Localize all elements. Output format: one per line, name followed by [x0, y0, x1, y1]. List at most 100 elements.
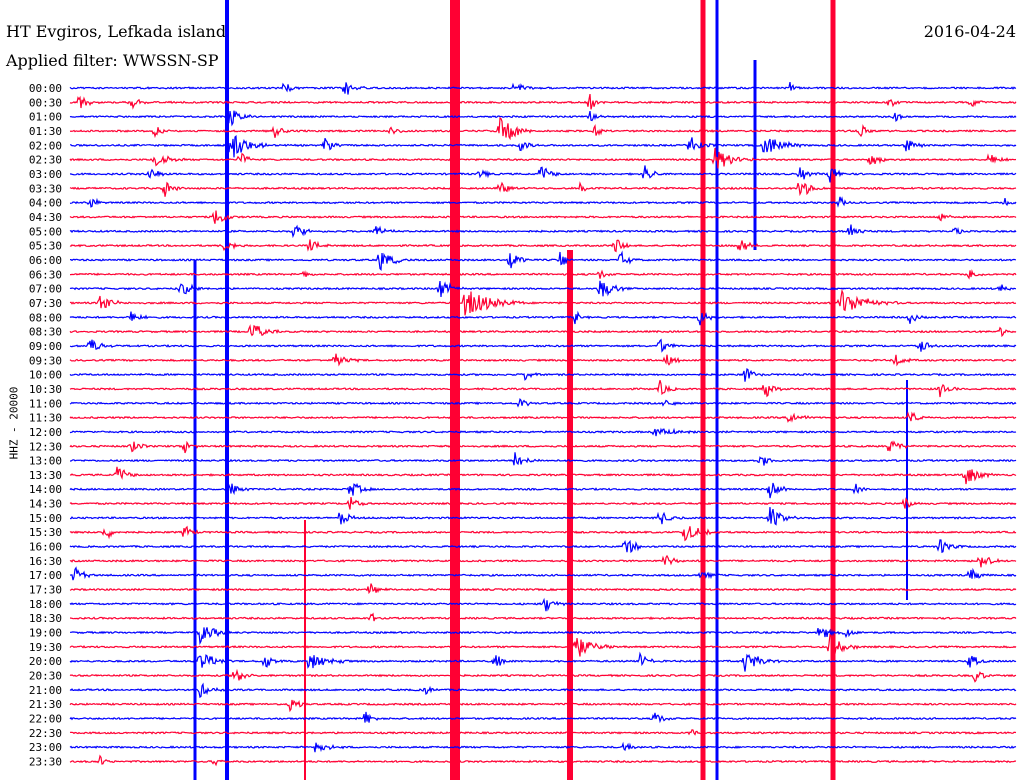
trace-row	[69, 210, 1017, 224]
trace-row	[69, 338, 1017, 353]
row-time-label: 18:30	[29, 612, 62, 625]
trace-row	[70, 250, 1017, 271]
row-time-label: 17:00	[29, 569, 62, 582]
row-time-label: 04:00	[29, 197, 62, 210]
row-time-label: 05:00	[29, 225, 62, 238]
trace-row	[69, 196, 1017, 208]
row-time-label: 11:30	[29, 412, 62, 425]
trace-row	[69, 427, 1017, 437]
trace-row	[70, 135, 1017, 158]
row-time-label: 18:00	[29, 598, 62, 611]
trace-row	[69, 482, 1017, 499]
filter-label: Applied filter: WWSSN-SP	[6, 51, 219, 70]
event-burst-1	[567, 250, 573, 780]
trace-row	[69, 181, 1017, 197]
trace-row	[69, 411, 1017, 423]
row-time-label: 14:00	[29, 483, 62, 496]
row-time-label: 00:00	[29, 82, 62, 95]
trace-row	[70, 452, 1017, 466]
row-time-label: 23:30	[29, 756, 62, 769]
row-time-label: 19:30	[29, 641, 62, 654]
trace-row	[69, 466, 1017, 485]
trace-row	[69, 280, 1017, 297]
row-time-label: 02:00	[29, 139, 62, 152]
row-time-label: 03:30	[29, 182, 62, 195]
row-time-label: 13:00	[29, 455, 62, 468]
row-time-label: 13:30	[29, 469, 62, 482]
row-time-label: 08:30	[29, 326, 62, 339]
row-time-label: 01:00	[29, 111, 62, 124]
row-time-label: 21:30	[29, 698, 62, 711]
row-time-label: 16:00	[29, 541, 62, 554]
row-time-label: 05:30	[29, 240, 62, 253]
row-time-label: 19:00	[29, 627, 62, 640]
row-time-label: 15:00	[29, 512, 62, 525]
date-label: 2016-04-24	[923, 22, 1016, 41]
row-time-label: 12:00	[29, 426, 62, 439]
trace-row	[69, 729, 1017, 736]
trace-row	[69, 324, 1017, 338]
row-time-label: 22:00	[29, 713, 62, 726]
trace-row	[69, 147, 1017, 169]
row-time-label: 02:30	[29, 154, 62, 167]
station-title: HT Evgiros, Lefkada island	[6, 22, 227, 41]
row-time-label: 20:00	[29, 655, 62, 668]
trace-row	[69, 110, 1017, 127]
trace-row	[69, 440, 1017, 454]
row-time-label: 09:00	[29, 340, 62, 353]
event-burst-3	[700, 0, 706, 780]
trace-row	[69, 224, 1017, 239]
trace-row	[69, 566, 1017, 581]
event-burst-0	[450, 0, 460, 780]
trace-row	[69, 310, 1017, 326]
row-time-label: 06:00	[29, 254, 62, 267]
trace-row	[69, 239, 1017, 253]
row-time-label: 20:30	[29, 670, 62, 683]
trace-row	[69, 380, 1017, 398]
row-time-label: 11:00	[29, 397, 62, 410]
row-time-label: 14:30	[29, 498, 62, 511]
trace-row	[69, 288, 1017, 316]
trace-row	[69, 754, 1017, 767]
row-time-label: 06:30	[29, 268, 62, 281]
row-time-label: 23:00	[29, 741, 62, 754]
trace-row	[69, 116, 1017, 141]
trace-row	[69, 165, 1017, 183]
trace-row	[69, 651, 1017, 672]
trace-row	[69, 525, 1017, 542]
row-time-label: 03:00	[29, 168, 62, 181]
trace-row	[69, 583, 1017, 595]
row-time-label: 16:30	[29, 555, 62, 568]
row-time-label: 22:30	[29, 727, 62, 740]
row-time-label: 12:30	[29, 440, 62, 453]
trace-row	[69, 497, 1017, 510]
trace-row	[69, 612, 1017, 622]
trace-row	[69, 397, 1017, 408]
row-time-label: 00:30	[29, 96, 62, 109]
row-time-label: 07:00	[29, 283, 62, 296]
trace-row	[69, 93, 1017, 110]
trace-row	[70, 269, 1017, 280]
event-burst-7	[304, 520, 306, 780]
trace-row	[69, 539, 1017, 554]
row-time-label: 04:30	[29, 211, 62, 224]
event-burst-9	[753, 60, 757, 250]
row-time-label: 07:30	[29, 297, 62, 310]
row-time-label: 17:30	[29, 584, 62, 597]
trace-row	[69, 554, 1017, 568]
trace-row	[69, 668, 1017, 683]
trace-row	[70, 627, 1017, 646]
event-burst-6	[193, 260, 197, 780]
trace-row	[69, 353, 1017, 367]
trace-row	[69, 507, 1016, 526]
row-time-label: 01:30	[29, 125, 62, 138]
trace-row	[69, 81, 1017, 95]
trace-row	[69, 682, 1017, 699]
trace-row	[69, 367, 1017, 382]
trace-row	[69, 711, 1017, 724]
row-time-label: 08:00	[29, 311, 62, 324]
event-burst-5	[715, 0, 719, 780]
trace-row	[69, 633, 1017, 657]
row-time-label: 15:30	[29, 526, 62, 539]
